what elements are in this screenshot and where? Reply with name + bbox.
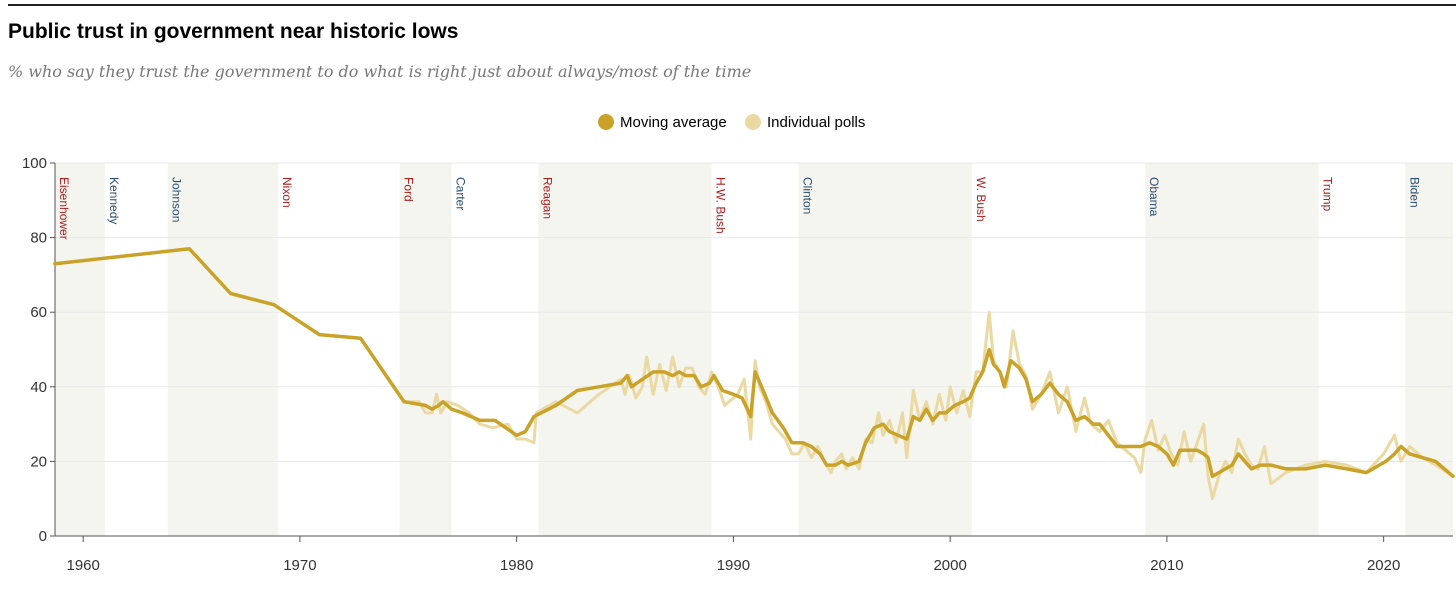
president-label-kennedy: Kennedy [107,177,121,224]
chart-title: Public trust in government near historic… [8,20,459,43]
president-label-nixon: Nixon [280,177,294,208]
president-label-trump: Trump [1321,177,1335,212]
x-tick-label-2020: 2020 [1367,557,1400,574]
y-tick-label-40: 40 [30,379,47,396]
president-shading [55,163,1453,536]
president-label-h-w-bush: H.W. Bush [714,177,728,234]
y-tick-label-0: 0 [39,528,47,545]
term-shade-clinton [798,163,972,536]
president-label-ford: Ford [402,177,416,202]
president-label-w-bush: W. Bush [974,177,988,222]
legend-swatch-moving-average [598,114,614,130]
term-shade-reagan [538,163,712,536]
x-tick-label-1980: 1980 [500,557,533,574]
legend-label-individual-polls: Individual polls [767,114,865,131]
president-labels: Eisenhower Kennedy Johnson Nixon Ford Carter R… [57,177,1421,240]
president-label-reagan: Reagan [540,177,554,219]
y-tick-label-20: 20 [30,453,47,470]
legend-swatch-individual-polls [745,114,761,130]
term-shade-obama [1145,163,1319,536]
president-label-obama: Obama [1147,177,1161,217]
y-tick-label-80: 80 [30,230,47,247]
series-line-moving-average [53,247,1455,479]
legend-label-moving-average: Moving average [620,114,727,131]
x-tick-label-2000: 2000 [933,557,966,574]
legend: Moving average Individual polls [598,114,865,131]
series-lines [53,247,1455,501]
x-tick-label-2010: 2010 [1150,557,1183,574]
president-label-johnson: Johnson [170,177,184,222]
president-label-clinton: Clinton [800,177,814,214]
term-shade-johnson [167,163,279,536]
president-label-eisenhower: Eisenhower [57,177,71,240]
term-shade-ford [399,163,452,536]
president-label-carter: Carter [454,177,468,210]
term-shade-biden [1405,163,1453,536]
y-tick-label-100: 100 [22,155,47,172]
president-label-biden: Biden [1407,177,1421,208]
top-rule [8,4,1456,6]
axes: 0 20 40 60 80 100 1960 1970 1980 1990 2000 2010 2020 [22,155,1453,574]
x-tick-label-1970: 1970 [283,557,316,574]
x-tick-label-1960: 1960 [66,557,99,574]
x-tick-label-1990: 1990 [717,557,750,574]
y-tick-label-60: 60 [30,304,47,321]
term-shade-eisenhower [55,163,105,536]
chart-subtitle: % who say they trust the government to d… [8,62,752,81]
